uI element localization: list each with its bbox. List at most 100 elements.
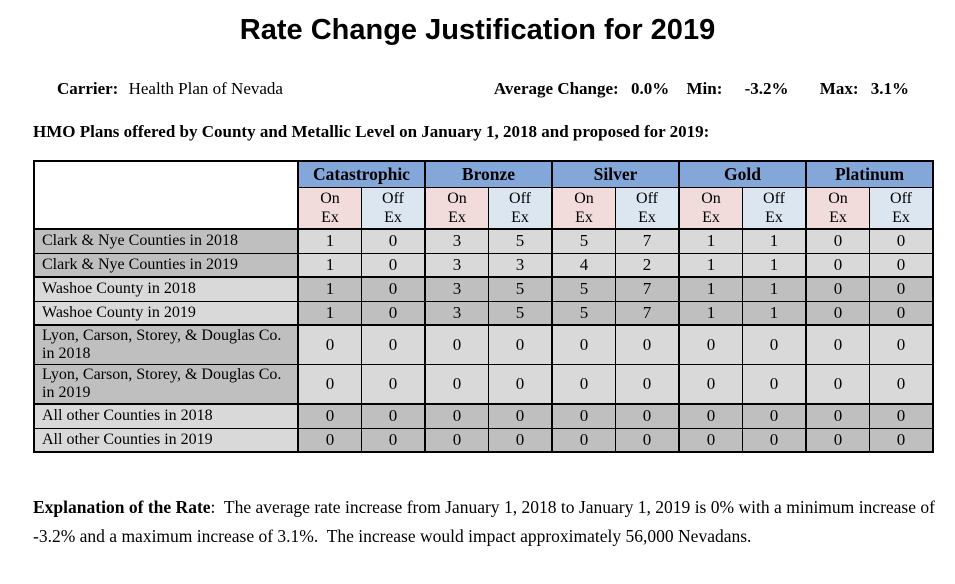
data-cell: 7: [615, 300, 680, 326]
data-cell: 0: [361, 427, 426, 453]
data-cell: 0: [488, 427, 553, 453]
data-cell: 0: [869, 324, 934, 365]
data-cell: 2: [615, 252, 680, 278]
data-cell: 0: [805, 403, 870, 429]
data-cell: 0: [805, 324, 870, 365]
data-cell: 0: [551, 364, 616, 405]
row-label-cell: Lyon, Carson, Storey, & Douglas Co. in 2…: [33, 324, 299, 365]
data-cell: 0: [869, 403, 934, 429]
data-cell: 3: [424, 276, 489, 302]
data-cell: 5: [551, 300, 616, 326]
data-cell: 0: [805, 252, 870, 278]
data-cell: 0: [551, 427, 616, 453]
metallic-header-cell: Silver: [551, 160, 680, 188]
data-cell: 0: [297, 427, 362, 453]
data-cell: 0: [805, 228, 870, 254]
carrier-summary-row: Carrier: Health Plan of Nevada Average C…: [57, 79, 909, 99]
data-cell: 0: [805, 300, 870, 326]
off-exchange-subheader-cell: Off Ex: [869, 187, 934, 230]
table-row: Lyon, Carson, Storey, & Douglas Co. in 2…: [33, 324, 934, 365]
row-label-cell: Clark & Nye Counties in 2019: [33, 252, 299, 278]
data-cell: 0: [742, 324, 807, 365]
data-cell: 5: [551, 276, 616, 302]
data-cell: 0: [678, 364, 743, 405]
row-label-cell: All other Counties in 2019: [33, 427, 299, 453]
data-cell: 5: [488, 228, 553, 254]
rate-summary-line: Average Change: 0.0% Min: -3.2% Max: 3.1…: [494, 79, 909, 99]
data-cell: 0: [297, 364, 362, 405]
table-row: Washoe County in 2019 1 0 3 5 5 7 1 1 0 0: [33, 300, 934, 326]
data-cell: 0: [488, 364, 553, 405]
data-cell: 1: [678, 276, 743, 302]
metallic-header-row: Catastrophic Bronze Silver Gold Platinum: [33, 160, 934, 230]
metallic-header-cell: Catastrophic: [297, 160, 426, 188]
metallic-header-cell: Platinum: [804, 160, 934, 188]
plans-by-county-table: Catastrophic Bronze Silver Gold Platinum On E…: [33, 160, 935, 453]
data-cell: 0: [869, 300, 934, 326]
off-exchange-subheader-cell: Off Ex: [615, 187, 680, 230]
average-change-label: Average Change:: [493, 79, 619, 98]
data-cell: 0: [361, 252, 426, 278]
data-cell: 0: [361, 324, 426, 365]
data-cell: 3: [424, 300, 489, 326]
data-cell: 0: [297, 403, 362, 429]
row-label-cell: All other Counties in 2018: [33, 403, 299, 429]
off-exchange-subheader-cell: Off Ex: [488, 187, 553, 230]
data-cell: 1: [678, 252, 743, 278]
row-label-cell: Washoe County in 2018: [33, 276, 299, 302]
data-cell: 0: [615, 427, 680, 453]
data-cell: 0: [361, 364, 426, 405]
data-cell: 0: [615, 324, 680, 365]
data-cell: 5: [488, 300, 553, 326]
data-cell: 5: [551, 228, 616, 254]
data-cell: 1: [742, 300, 807, 326]
data-cell: 3: [424, 228, 489, 254]
table-row: Lyon, Carson, Storey, & Douglas Co. in 2…: [33, 364, 934, 405]
table-row: Clark & Nye Counties in 2019 1 0 3 3 4 2 1 1 0 0: [33, 252, 934, 278]
data-cell: 1: [678, 228, 743, 254]
page-title: Rate Change Justification for 2019: [239, 14, 716, 46]
data-cell: 0: [869, 276, 934, 302]
off-exchange-subheader-cell: Off Ex: [361, 187, 426, 230]
data-cell: 0: [615, 403, 680, 429]
average-change-value: 0.0%: [630, 79, 670, 98]
data-cell: 0: [742, 403, 807, 429]
table-heading: HMO Plans offered by County and Metallic…: [33, 122, 710, 141]
data-cell: 0: [424, 324, 489, 365]
data-cell: 0: [297, 324, 362, 365]
table-row: Washoe County in 2018 1 0 3 5 5 7 1 1 0 0: [33, 276, 934, 302]
data-cell: 4: [551, 252, 616, 278]
data-cell: 0: [869, 228, 934, 254]
carrier-label: Carrier:: [57, 79, 119, 98]
data-cell: 1: [678, 300, 743, 326]
table-body: Clark & Nye Counties in 2018 1 0 3 5 5 7 1 1 0 0 Cl…: [33, 228, 934, 453]
data-cell: 0: [488, 403, 553, 429]
data-cell: 0: [869, 252, 934, 278]
data-cell: 0: [424, 403, 489, 429]
data-cell: 0: [678, 427, 743, 453]
min-label: Min:: [686, 79, 723, 98]
table-row: Clark & Nye Counties in 2018 1 0 3 5 5 7 1 1 0 0: [33, 228, 934, 254]
metallic-header-cell: Bronze: [424, 160, 553, 188]
carrier-value: Health Plan of Nevada: [128, 79, 283, 98]
data-cell: 0: [361, 276, 426, 302]
data-cell: 0: [678, 403, 743, 429]
row-label-cell: Clark & Nye Counties in 2018: [33, 228, 299, 254]
row-label-cell: Washoe County in 2019: [33, 300, 299, 326]
explanation-paragraph: Explanation of the Rate: The average rat…: [33, 493, 935, 551]
data-cell: 7: [615, 276, 680, 302]
data-cell: 0: [678, 324, 743, 365]
carrier-line: Carrier: Health Plan of Nevada: [57, 79, 283, 99]
on-exchange-subheader-cell: On Ex: [551, 187, 616, 230]
data-cell: 3: [424, 252, 489, 278]
data-cell: 0: [742, 427, 807, 453]
data-cell: 7: [615, 228, 680, 254]
on-exchange-subheader-cell: On Ex: [297, 187, 362, 230]
metallic-header-cell: Gold: [678, 160, 807, 188]
data-cell: 0: [869, 364, 934, 405]
on-exchange-subheader-cell: On Ex: [678, 187, 743, 230]
data-cell: 0: [424, 427, 489, 453]
data-cell: 0: [742, 364, 807, 405]
data-cell: 0: [361, 228, 426, 254]
data-cell: 0: [805, 427, 870, 453]
